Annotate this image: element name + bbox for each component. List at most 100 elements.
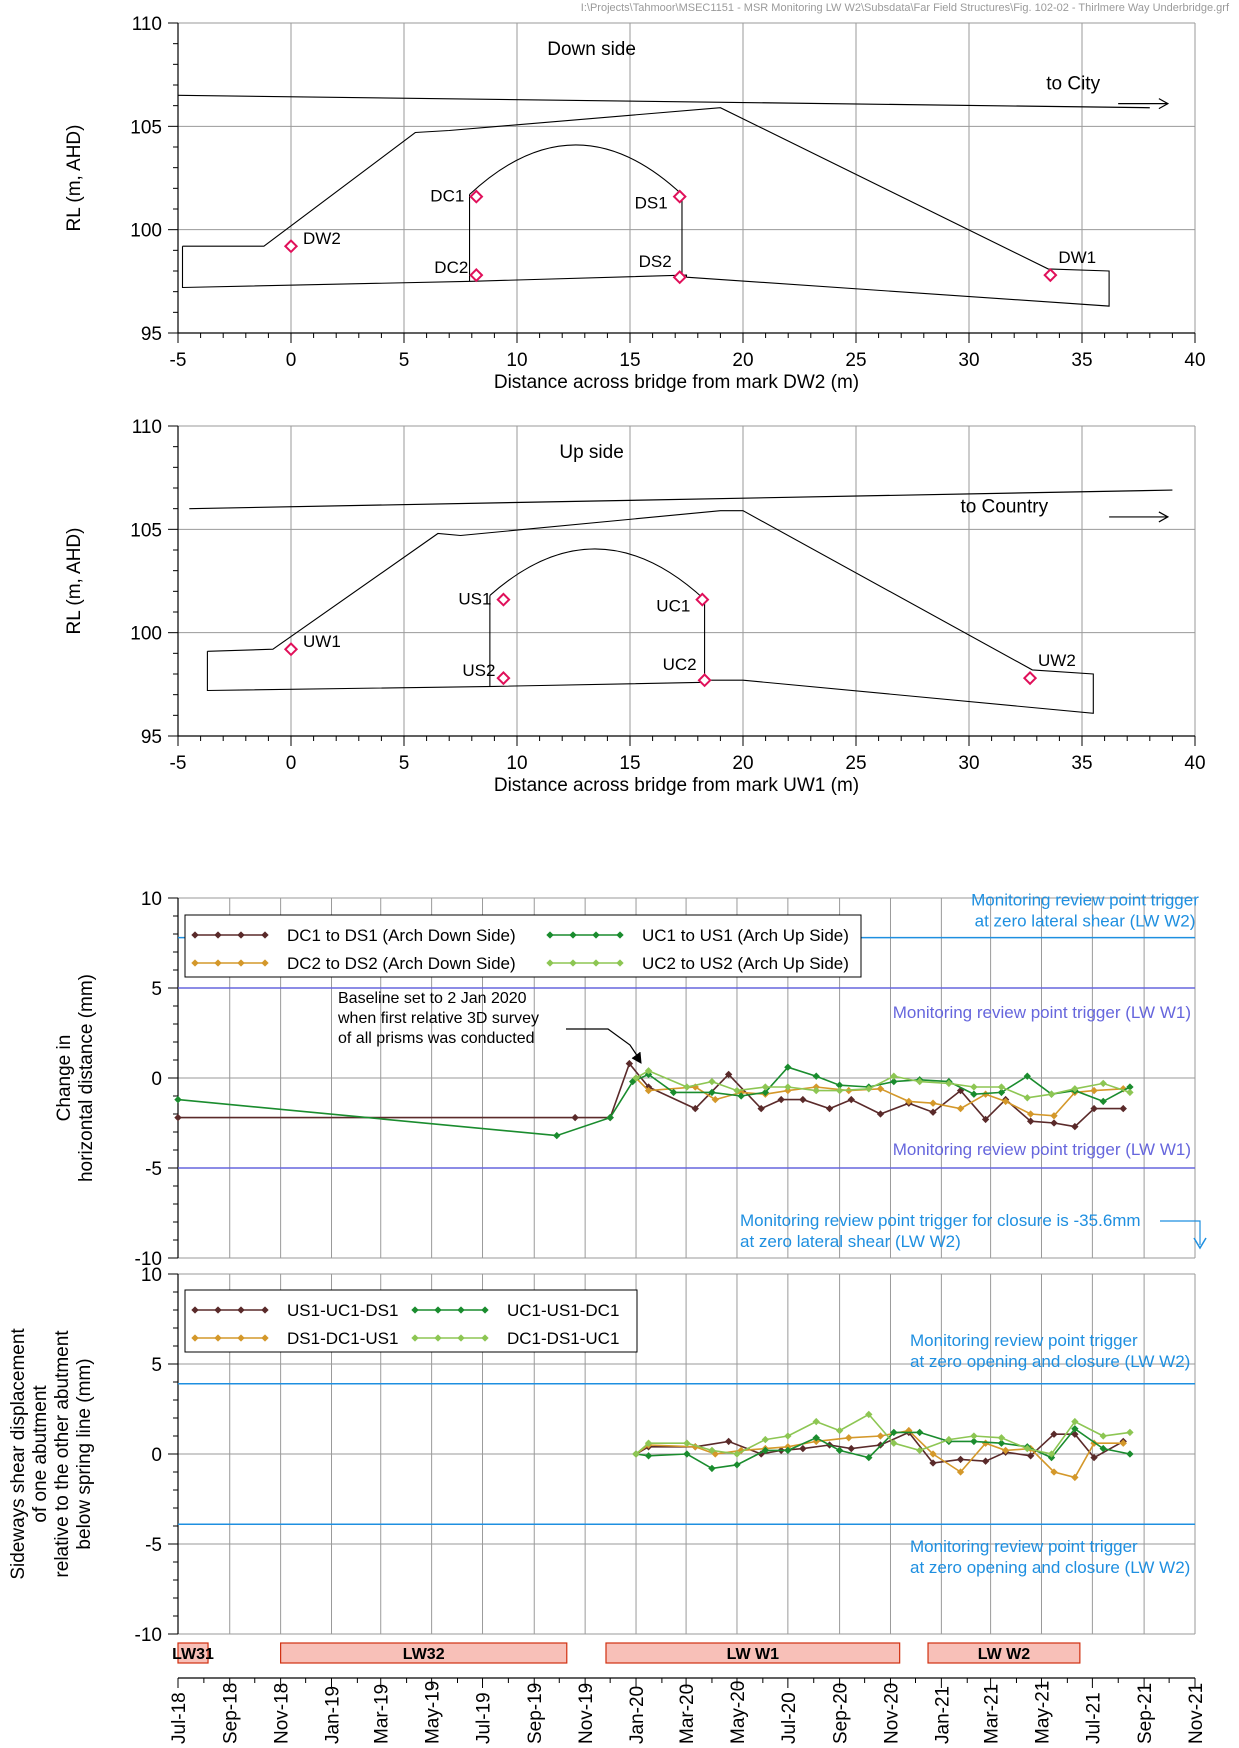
prism-label: UC1 (656, 597, 690, 616)
longwall-bar (927, 1642, 1081, 1664)
series-point (1050, 1112, 1058, 1120)
series-point (916, 1446, 924, 1455)
time-tick-label: Jul-20 (779, 1692, 800, 1744)
legend-swatch-point (616, 959, 624, 967)
series-point (708, 1077, 716, 1086)
series-point (571, 1113, 579, 1122)
closure-arrow (1160, 1220, 1201, 1245)
series-point (1090, 1453, 1098, 1462)
x-tick-label: 15 (619, 350, 640, 371)
series-point (777, 1095, 785, 1104)
legend-box (184, 1289, 638, 1353)
file-path: I:\Projects\Tahmoor\MSEC1151 - MSR Monit… (580, 2, 1229, 14)
series-point (997, 1439, 1006, 1447)
x-tick-label: -5 (170, 350, 187, 371)
series-point (644, 1086, 653, 1095)
prism-label: US1 (458, 590, 491, 609)
time-tick-label: Nov-18 (272, 1683, 293, 1744)
legend-swatch-point (592, 959, 600, 967)
series-point (1050, 1119, 1058, 1127)
series-point (691, 1104, 699, 1113)
prism-label: DS2 (639, 252, 672, 271)
prism-marker (672, 270, 687, 285)
time-tick-label: May-20 (728, 1681, 749, 1744)
legend-box (184, 914, 862, 978)
series-point (644, 1439, 653, 1447)
prism-label: DW1 (1058, 248, 1096, 267)
y-tick-label: -5 (145, 1535, 162, 1556)
legend-label: DC1 to DS1 (Arch Down Side) (287, 926, 516, 945)
series-point (847, 1095, 855, 1104)
closure-note: Monitoring review point trigger for clos… (740, 1211, 1141, 1230)
series-point (1119, 1439, 1127, 1447)
x-tick-label: 5 (399, 350, 410, 371)
series-point (1126, 1088, 1134, 1097)
longwall-label: LW31 (172, 1646, 214, 1663)
time-tick-label: Sep-18 (221, 1683, 242, 1744)
baseline-arrow (566, 1028, 641, 1061)
trigger-label: Monitoring review point trigger (971, 891, 1199, 910)
time-tick-label: Sep-19 (525, 1683, 546, 1744)
series-point (1126, 1428, 1134, 1437)
y-tick-label: -5 (145, 1159, 162, 1180)
series-point (761, 1446, 770, 1455)
direction-label: to Country (960, 497, 1048, 518)
series-point (625, 1059, 634, 1068)
prism-marker (1022, 671, 1038, 686)
series-point (981, 1457, 990, 1465)
series-point (970, 1083, 978, 1091)
baseline-note: Baseline set to 2 Jan 2020 (338, 990, 527, 1007)
y-tick-label: 0 (151, 1445, 162, 1466)
prism-marker (469, 189, 484, 204)
prism-marker (672, 189, 687, 204)
trigger-label: at zero lateral shear (LW W2) (975, 912, 1196, 931)
prism-label: UC2 (663, 655, 697, 674)
y-tick-label: 10 (141, 889, 162, 910)
series-point (835, 1086, 844, 1095)
longwall-bar (280, 1642, 568, 1664)
x-tick-label: 0 (286, 753, 297, 774)
road-line (177, 94, 1150, 109)
time-tick-label: May-21 (1032, 1681, 1053, 1744)
trigger-label: Monitoring review point trigger (LW W1) (893, 1140, 1191, 1159)
y-tick-label: -10 (135, 1249, 162, 1270)
x-tick-label: 10 (506, 350, 527, 371)
y-axis-label: of one abutment (30, 1385, 51, 1523)
series-point (876, 1432, 885, 1440)
closure-note: at zero lateral shear (LW W2) (740, 1232, 961, 1251)
series-point (644, 1452, 653, 1460)
legend-swatch-point (592, 931, 600, 939)
legend-label: DC2 to DS2 (Arch Down Side) (287, 954, 516, 973)
road-line (189, 489, 1173, 510)
embankment-outline (206, 510, 1094, 714)
series-point (1023, 1072, 1031, 1080)
y-tick-label: 110 (132, 14, 162, 35)
series-point (865, 1453, 873, 1462)
series-point (876, 1110, 885, 1118)
legend-label: UC1-US1-DC1 (507, 1301, 619, 1320)
longwall-label: LW W1 (727, 1646, 780, 1663)
trigger-label: Monitoring review point trigger (910, 1537, 1138, 1556)
series-point (876, 1085, 885, 1093)
x-tick-label: 25 (845, 350, 866, 371)
x-tick-label: 40 (1184, 350, 1205, 371)
time-tick-label: Mar-20 (677, 1684, 698, 1744)
series-point (553, 1131, 561, 1140)
series-point (1099, 1097, 1107, 1106)
x-tick-label: 5 (399, 753, 410, 774)
series-point (1026, 1452, 1035, 1460)
series-point (835, 1426, 844, 1435)
time-tick-label: Nov-21 (1186, 1683, 1207, 1744)
series-point (733, 1461, 741, 1469)
longwall-bar (605, 1642, 901, 1664)
time-tick-label: Mar-19 (372, 1684, 393, 1744)
series-point (916, 1428, 924, 1437)
x-tick-label: 30 (958, 350, 979, 371)
y-tick-label: 0 (151, 1069, 162, 1090)
series-point (799, 1095, 807, 1104)
series-point (1126, 1450, 1134, 1458)
time-tick-label: Jul-21 (1083, 1692, 1104, 1744)
y-axis-label: relative to the other abutment (52, 1330, 73, 1578)
x-tick-label: 40 (1184, 753, 1205, 774)
prism-label: DC2 (434, 258, 468, 277)
